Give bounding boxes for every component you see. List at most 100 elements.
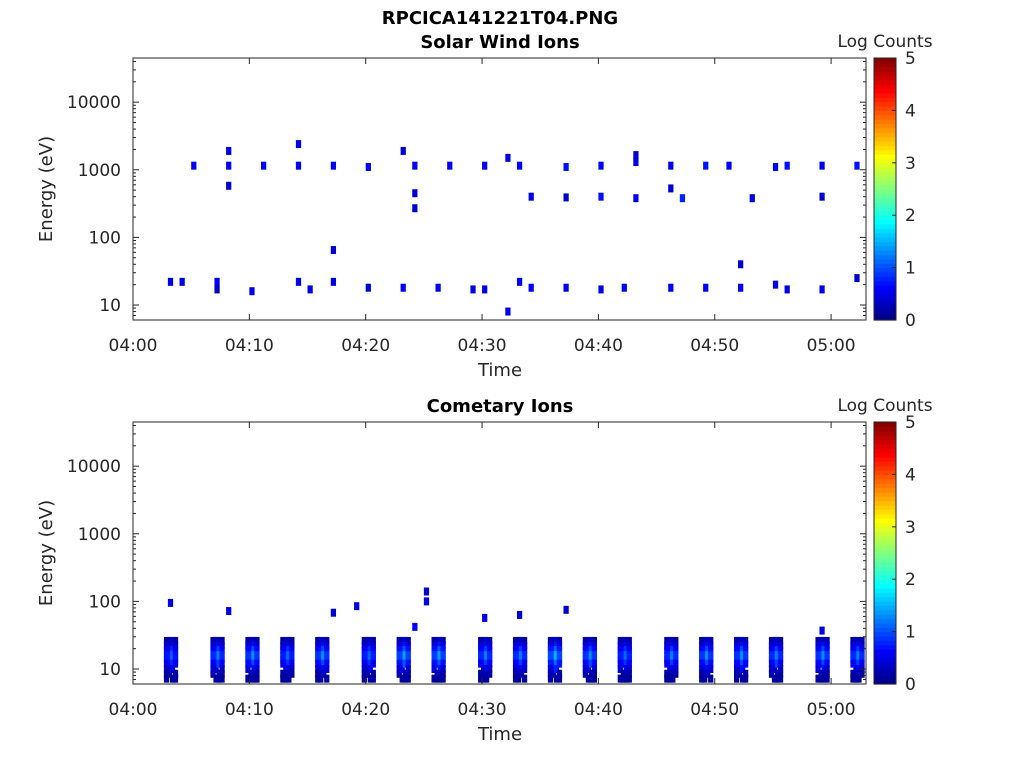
data-cell (518, 665, 525, 674)
data-cell (219, 669, 225, 678)
data-cell (623, 674, 629, 683)
colorbar-swatch (874, 509, 896, 515)
colorbar-tick-label: 5 (905, 49, 916, 69)
colorbar-swatch (874, 666, 896, 672)
data-cell (163, 659, 170, 668)
data-cell (226, 181, 232, 190)
data-cell (318, 659, 324, 668)
data-cell (623, 641, 629, 650)
data-cell (708, 636, 714, 645)
data-cell (626, 665, 632, 674)
data-cell (818, 655, 824, 664)
data-cell (440, 669, 446, 678)
data-cell (248, 655, 254, 664)
data-cell (251, 641, 257, 650)
data-cell (667, 674, 673, 683)
x-tick-label: 04:10 (225, 700, 274, 720)
data-cell (163, 674, 170, 683)
data-cell (283, 641, 289, 650)
data-cell (254, 674, 260, 683)
data-cell (853, 669, 859, 678)
data-cell (708, 646, 714, 655)
data-cell (585, 641, 591, 650)
colorbar-swatch (874, 66, 896, 72)
data-cell (512, 665, 519, 674)
data-cell (364, 665, 370, 674)
data-cell (623, 669, 629, 678)
data-cell (324, 655, 330, 664)
data-cell (749, 194, 755, 203)
data-cell (824, 655, 830, 664)
colorbar-swatch (874, 210, 896, 216)
data-cell (617, 655, 623, 664)
data-cell (853, 655, 859, 664)
data-cell (617, 641, 623, 650)
data-cell (437, 636, 443, 645)
data-cell (563, 162, 569, 171)
data-cell (487, 646, 493, 655)
data-cell (673, 646, 679, 655)
data-cell (367, 665, 373, 674)
colorbar-swatch (874, 635, 896, 641)
data-cell (166, 641, 173, 650)
colorbar-swatch (874, 158, 896, 164)
colorbar-swatch (874, 110, 896, 116)
data-cell (774, 636, 781, 645)
colorbar-swatch (874, 605, 896, 611)
data-cell (402, 659, 408, 668)
data-cell (664, 669, 670, 678)
data-cell (518, 669, 525, 678)
data-cell (771, 665, 778, 674)
data-cell (702, 665, 708, 674)
data-cell (774, 659, 781, 668)
data-cell (550, 646, 557, 655)
data-cell (289, 659, 295, 668)
x-tick-label: 05:00 (807, 336, 856, 356)
data-cell (667, 646, 673, 655)
data-cell (361, 636, 367, 645)
data-cell (286, 674, 292, 683)
colorbar-tick-label: 3 (905, 154, 916, 174)
colorbar-swatch (874, 206, 896, 212)
data-cell (254, 659, 260, 668)
colorbar-swatch (874, 162, 896, 168)
data-cell (440, 659, 446, 668)
data-cell (219, 674, 225, 683)
data-cell (518, 636, 525, 645)
colorbar-swatch (874, 119, 896, 125)
data-cell (670, 669, 676, 678)
data-cell (213, 665, 219, 674)
colorbar-swatch (874, 422, 896, 427)
colorbar-swatch (874, 232, 896, 238)
data-cell (582, 665, 588, 674)
colorbar-swatch (874, 583, 896, 589)
data-cell (213, 659, 219, 668)
colorbar-swatch (874, 491, 896, 497)
data-cell (821, 665, 827, 674)
data-cell (248, 659, 254, 668)
data-cell (481, 674, 487, 683)
data-cell (515, 646, 522, 655)
data-cell (734, 636, 740, 645)
data-cell (679, 194, 686, 203)
data-cell (853, 636, 859, 645)
data-cell (856, 636, 862, 645)
data-cell (743, 641, 749, 650)
data-cell (734, 674, 740, 683)
data-cell (248, 641, 254, 650)
colorbar-swatch (874, 522, 896, 528)
data-cell (431, 655, 437, 664)
colorbar-swatch (874, 62, 896, 68)
data-cell (213, 646, 219, 655)
data-cell (667, 636, 673, 645)
plot-frame (132, 57, 867, 321)
data-cell (370, 636, 376, 645)
data-cell (172, 655, 179, 664)
data-cell (440, 646, 446, 655)
data-cell (515, 665, 522, 674)
data-cell (248, 674, 254, 683)
colorbar-swatch (874, 452, 896, 458)
data-cell (856, 674, 862, 683)
data-cell (819, 285, 825, 294)
data-cell (283, 674, 289, 683)
